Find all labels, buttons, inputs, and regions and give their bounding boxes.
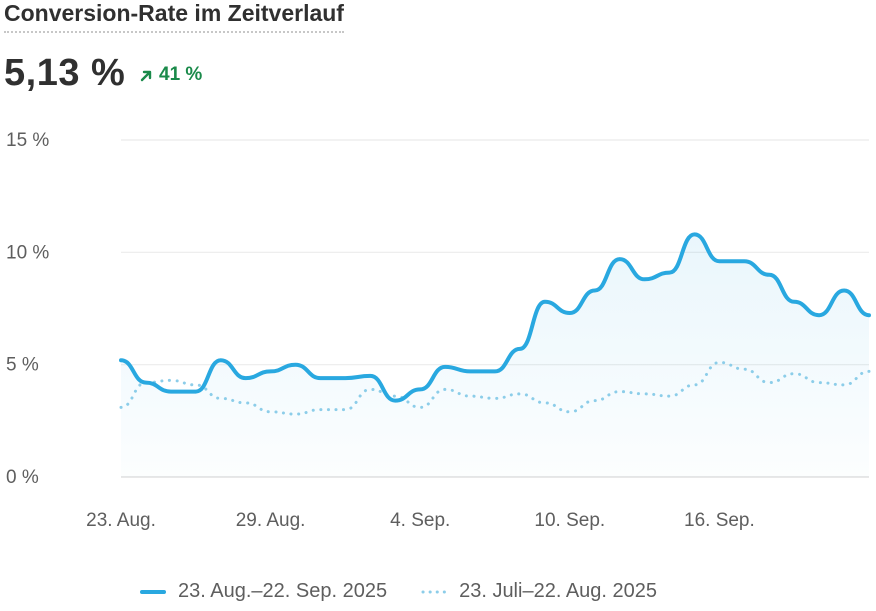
current-series-area (121, 234, 869, 477)
kpi-value: 5,13 % (4, 52, 126, 94)
y-tick-label: 10 % (6, 242, 49, 263)
legend: 23. Aug.–22. Sep. 2025 23. Juli–22. Aug.… (140, 580, 691, 603)
x-tick-label: 29. Aug. (236, 510, 306, 531)
arrow-up-right-icon (140, 70, 152, 81)
line-chart: 0 % 5 % 10 % 15 % 23. Aug. 29. Aug. 4. Sep. 10… (6, 130, 871, 531)
kpi-delta: 41 % (140, 64, 202, 86)
x-tick-label: 10. Sep. (534, 510, 605, 531)
x-tick-label: 4. Sep. (390, 510, 450, 531)
legend-item-current[interactable]: 23. Aug.–22. Sep. 2025 (140, 580, 387, 603)
legend-item-previous[interactable]: 23. Juli–22. Aug. 2025 (421, 580, 657, 603)
y-tick-label: 5 % (6, 355, 39, 376)
legend-label-previous: 23. Juli–22. Aug. 2025 (459, 580, 658, 602)
solid-line-swatch-icon (140, 589, 166, 594)
x-tick-label: 16. Sep. (684, 510, 755, 531)
chart-title: Conversion-Rate im Zeitverlauf (4, 0, 344, 33)
y-tick-label: 0 % (6, 467, 39, 488)
x-tick-label: 23. Aug. (86, 510, 156, 531)
kpi-delta-text: 41 % (159, 64, 203, 85)
legend-label-current: 23. Aug.–22. Sep. 2025 (178, 580, 388, 602)
current-period-line (119, 232, 871, 403)
y-tick-label: 15 % (6, 130, 49, 151)
dotted-line-swatch-icon (421, 590, 447, 593)
